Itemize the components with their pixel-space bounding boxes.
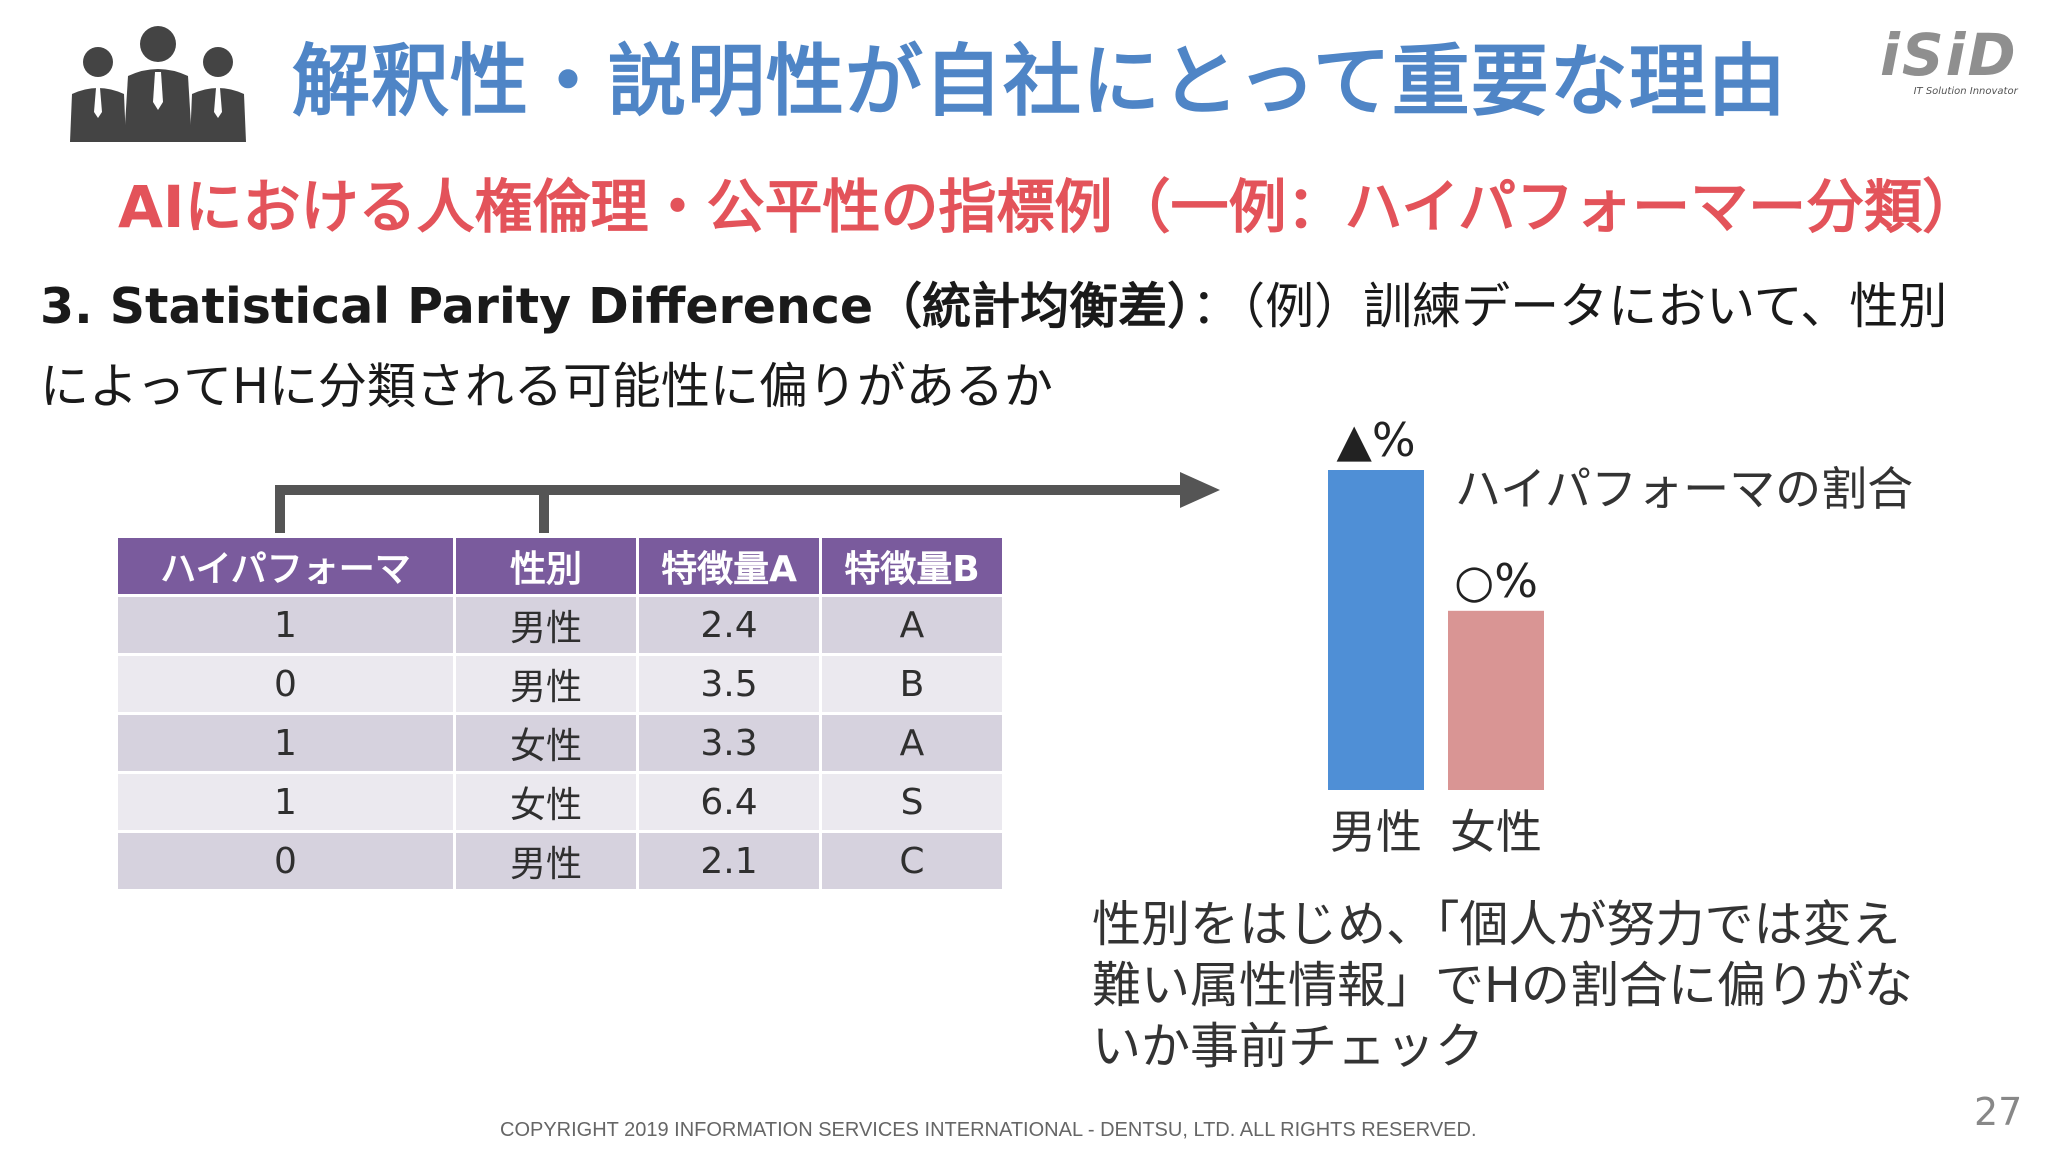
copyright-notice: COPYRIGHT 2019 INFORMATION SERVICES INTE… xyxy=(500,1119,1477,1141)
cell-high-performer: 1 xyxy=(115,594,456,656)
table-row: 0 男性 3.5 B xyxy=(115,653,1005,715)
column-bracket-arrow xyxy=(275,472,1220,533)
cell-gender: 男性 xyxy=(453,830,639,892)
cell-gender: 男性 xyxy=(453,653,639,715)
cell-feature-a: 3.3 xyxy=(636,712,822,774)
bar-value-label: ○% xyxy=(1454,554,1538,608)
cell-feature-b: A xyxy=(819,594,1005,656)
bar-female xyxy=(1448,610,1544,790)
note-line-3: いか事前チェック xyxy=(1092,1017,1485,1075)
people-icon xyxy=(70,26,246,142)
table-row: 1 女性 3.3 A xyxy=(115,712,1005,774)
training-data-table: ハイパフォーマ 性別 特徴量A 特徴量B 1 男性 2.4 A 0 男性 3.5… xyxy=(115,535,1005,892)
table-header-row: ハイパフォーマ 性別 特徴量A 特徴量B xyxy=(115,535,1005,597)
description-line-1: 3. Statistical Parity Difference（統計均衡差）：… xyxy=(40,278,1947,337)
metric-name: 3. Statistical Parity Difference（統計均衡差） xyxy=(40,278,1192,335)
slide-title: 解釈性・説明性が自社にとって重要な理由 xyxy=(292,37,1787,127)
header-feature-a: 特徴量A xyxy=(636,535,822,597)
logo-text: iSiD xyxy=(1880,21,2018,89)
chart-title: ハイパフォーマの割合 xyxy=(1455,462,1913,516)
high-performer-ratio-chart: ▲% 男性 ○% 女性 ハイパフォーマの割合 xyxy=(1328,413,1913,859)
table-row: 0 男性 2.1 C xyxy=(115,830,1005,892)
bar-male xyxy=(1328,470,1424,790)
cell-gender: 女性 xyxy=(453,771,639,833)
category-label: 男性 xyxy=(1330,805,1422,859)
slide-subtitle: AIにおける人権倫理・公平性の指標例（一例：ハイパフォーマー分類） xyxy=(118,173,1981,241)
page-number: 27 xyxy=(1974,1090,2023,1134)
cell-high-performer: 1 xyxy=(115,712,456,774)
cell-feature-a: 2.4 xyxy=(636,594,822,656)
cell-high-performer: 0 xyxy=(115,830,456,892)
cell-feature-b: C xyxy=(819,830,1005,892)
cell-feature-b: S xyxy=(819,771,1005,833)
bar-value-label: ▲% xyxy=(1336,413,1415,467)
fairness-note: 性別をはじめ、「個人が努力では変え 難い属性情報」でHの割合に偏りがな いか事前… xyxy=(1092,895,1992,1077)
cell-feature-b: B xyxy=(819,653,1005,715)
note-line-2: 難い属性情報」でHの割合に偏りがな xyxy=(1092,956,1913,1014)
cell-high-performer: 1 xyxy=(115,771,456,833)
cell-gender: 女性 xyxy=(453,712,639,774)
cell-high-performer: 0 xyxy=(115,653,456,715)
table-row: 1 女性 6.4 S xyxy=(115,771,1005,833)
logo-tagline: IT Solution Innovator xyxy=(1913,86,2018,97)
cell-feature-a: 2.1 xyxy=(636,830,822,892)
header-gender: 性別 xyxy=(453,535,639,597)
cell-feature-a: 3.5 xyxy=(636,653,822,715)
company-logo: iSiD IT Solution Innovator xyxy=(1880,26,2018,97)
cell-gender: 男性 xyxy=(453,594,639,656)
note-line-1: 性別をはじめ、「個人が努力では変え xyxy=(1092,896,1901,953)
cell-feature-a: 6.4 xyxy=(636,771,822,833)
table-row: 1 男性 2.4 A xyxy=(115,594,1005,656)
description-line-2: によってHに分類される可能性に偏りがあるか xyxy=(40,358,1053,415)
description-rest: ：（例）訓練データにおいて、性別 xyxy=(1191,278,1948,335)
header-high-performer: ハイパフォーマ xyxy=(115,535,456,597)
category-label: 女性 xyxy=(1450,805,1542,859)
header-feature-b: 特徴量B xyxy=(819,535,1005,597)
cell-feature-b: A xyxy=(819,712,1005,774)
